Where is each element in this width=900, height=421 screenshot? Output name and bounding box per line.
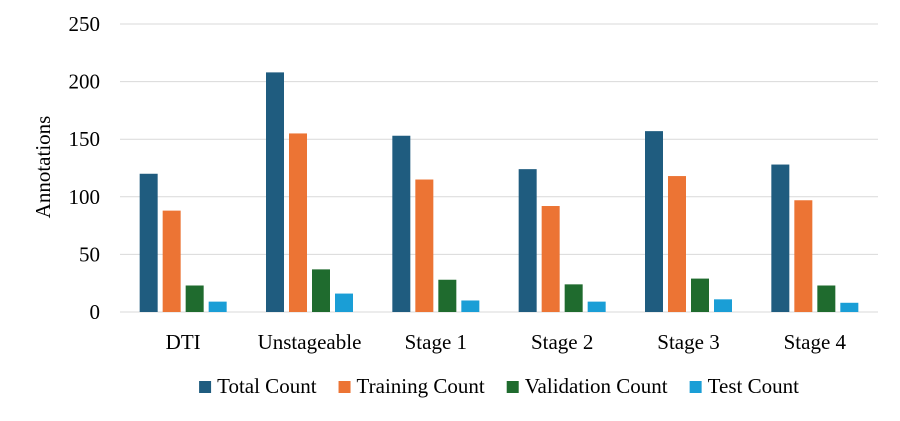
y-axis-ticks: 0 50 100 150 200 250 bbox=[69, 12, 101, 324]
legend-swatch bbox=[199, 381, 212, 393]
bar-training-count bbox=[668, 176, 686, 312]
x-category-label: Unstageable bbox=[258, 330, 362, 354]
bar-test-count bbox=[714, 299, 732, 312]
legend-swatch bbox=[506, 381, 519, 393]
x-category-label: Stage 2 bbox=[531, 330, 593, 354]
legend-item: Training Count bbox=[338, 374, 485, 398]
y-tick-label: 50 bbox=[79, 242, 100, 266]
bar-test-count bbox=[587, 301, 606, 312]
x-category-label: Stage 3 bbox=[657, 330, 719, 354]
legend-label: Training Count bbox=[357, 374, 485, 398]
legend-item: Test Count bbox=[689, 374, 799, 398]
legend-label: Test Count bbox=[708, 374, 799, 398]
bar-test-count bbox=[461, 300, 480, 312]
bar-test-count bbox=[335, 293, 353, 312]
legend-item: Total Count bbox=[199, 374, 317, 398]
bar-total-count bbox=[266, 72, 284, 312]
y-axis-title: Annotations bbox=[31, 116, 55, 219]
bar-total-count bbox=[392, 135, 411, 312]
legend: Total Count Training Count Validation Coun… bbox=[199, 374, 799, 398]
bar-training-count bbox=[415, 179, 434, 312]
bar-total-count bbox=[645, 131, 663, 312]
y-tick-label: 100 bbox=[69, 185, 101, 209]
bar-training-count bbox=[289, 133, 307, 312]
bar-validation-count bbox=[185, 285, 204, 312]
legend-label: Total Count bbox=[217, 374, 317, 398]
bar-validation-count bbox=[564, 284, 583, 312]
bar-total-count bbox=[518, 169, 537, 312]
x-category-label: Stage 1 bbox=[405, 330, 467, 354]
y-tick-label: 250 bbox=[69, 12, 101, 36]
y-tick-label: 0 bbox=[90, 300, 101, 324]
x-category-label: Stage 4 bbox=[784, 330, 847, 354]
bars bbox=[139, 72, 859, 312]
bar-test-count bbox=[208, 301, 227, 312]
bar-validation-count bbox=[438, 279, 457, 312]
y-tick-label: 200 bbox=[69, 70, 101, 94]
bar-validation-count bbox=[691, 278, 709, 312]
legend-item: Validation Count bbox=[506, 374, 668, 398]
bar-total-count bbox=[771, 164, 790, 312]
legend-swatch bbox=[338, 381, 351, 393]
bar-training-count bbox=[794, 200, 813, 312]
bar-validation-count bbox=[817, 285, 836, 312]
legend-label: Validation Count bbox=[525, 374, 668, 398]
bar-validation-count bbox=[312, 269, 330, 312]
bar-test-count bbox=[840, 302, 859, 312]
legend-swatch bbox=[689, 381, 702, 393]
y-tick-label: 150 bbox=[69, 127, 101, 151]
gridlines bbox=[120, 23, 878, 313]
x-axis-categories: DTI Unstageable Stage 1 Stage 2 Stage 3 Stage… bbox=[166, 330, 847, 354]
bar-training-count bbox=[162, 210, 181, 312]
x-category-label: DTI bbox=[166, 330, 201, 354]
bar-total-count bbox=[139, 173, 158, 312]
bar-training-count bbox=[541, 206, 560, 312]
